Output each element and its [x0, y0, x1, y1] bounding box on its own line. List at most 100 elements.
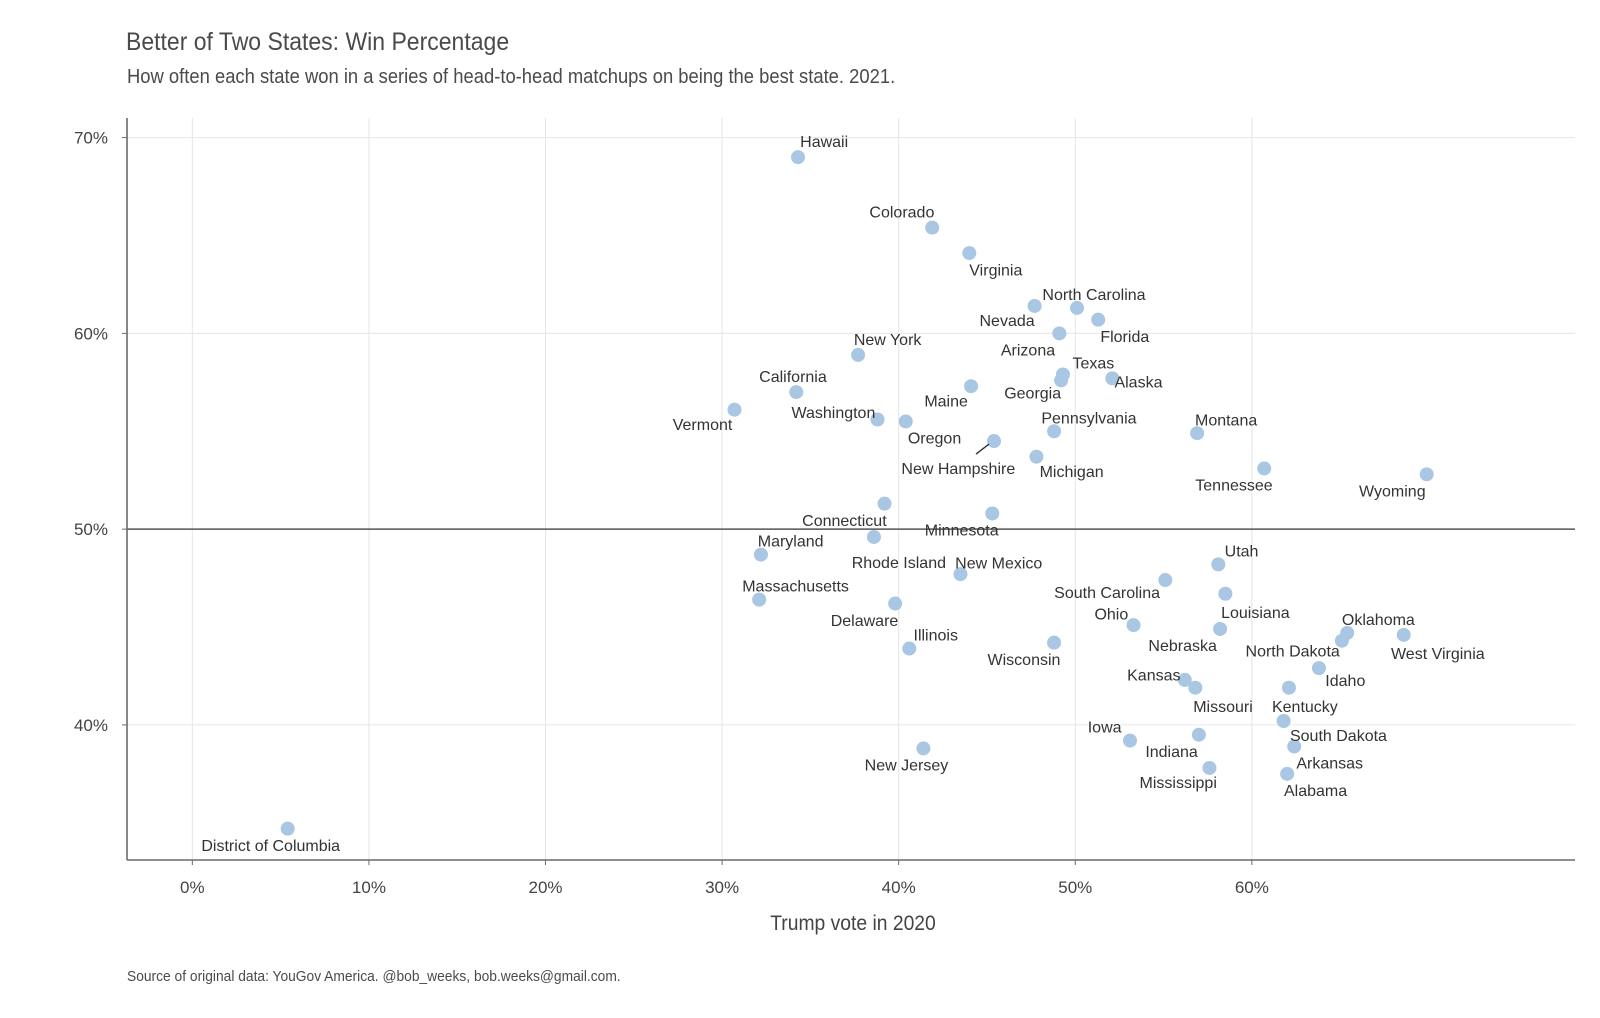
label-colorado: Colorado — [869, 205, 934, 222]
label-wyoming: Wyoming — [1359, 484, 1426, 501]
label-ohio: Ohio — [1094, 606, 1128, 623]
point-west-virginia — [1396, 627, 1411, 642]
label-rhode-island: Rhode Island — [852, 555, 946, 572]
point-missouri — [1188, 680, 1203, 695]
label-louisiana: Louisiana — [1221, 605, 1290, 622]
x-tick-label: 20% — [528, 878, 562, 897]
label-iowa: Iowa — [1088, 720, 1122, 737]
source-caption: Source of original data: YouGov America.… — [127, 968, 621, 985]
point-pennsylvania — [1047, 424, 1062, 439]
point-michigan — [1029, 449, 1044, 464]
x-axis-label: Trump vote in 2020 — [770, 912, 936, 935]
x-tick-label: 50% — [1058, 878, 1092, 897]
point-alaska — [1105, 371, 1120, 386]
label-south-dakota: South Dakota — [1290, 728, 1387, 745]
point-vermont — [727, 402, 742, 417]
y-tick-label: 50% — [74, 520, 108, 539]
leader-line-new-hampshire — [975, 443, 990, 455]
label-idaho: Idaho — [1325, 673, 1365, 690]
label-mississippi: Mississippi — [1140, 775, 1217, 792]
label-nebraska: Nebraska — [1148, 638, 1217, 655]
label-washington: Washington — [791, 405, 875, 422]
label-california: California — [759, 369, 827, 386]
point-wyoming — [1419, 467, 1434, 482]
point-maryland — [753, 547, 768, 562]
point-kentucky — [1281, 680, 1296, 695]
chart-title: Better of Two States: Win Percentage — [126, 28, 510, 56]
label-arizona: Arizona — [1001, 343, 1055, 360]
label-new-york: New York — [854, 332, 923, 349]
point-utah — [1211, 557, 1226, 572]
chart-subtitle: How often each state won in a series of … — [127, 66, 896, 88]
x-tick-label: 40% — [882, 878, 916, 897]
label-north-carolina: North Carolina — [1042, 287, 1145, 304]
label-florida: Florida — [1100, 329, 1149, 346]
label-new-jersey: New Jersey — [865, 758, 949, 775]
point-district-of-columbia — [280, 821, 295, 836]
point-south-carolina — [1158, 573, 1173, 588]
label-district-of-columbia: District of Columbia — [201, 838, 340, 855]
label-nevada: Nevada — [979, 313, 1034, 330]
label-pennsylvania: Pennsylvania — [1041, 410, 1136, 427]
point-maine — [964, 379, 979, 394]
label-oregon: Oregon — [908, 431, 961, 448]
label-illinois: Illinois — [914, 628, 958, 645]
point-new-york — [851, 347, 866, 362]
point-labels: Hawaii Colorado Virginia North Carolina Neva… — [201, 134, 1484, 855]
x-tick-label: 30% — [705, 878, 739, 897]
label-georgia: Georgia — [1004, 385, 1061, 402]
label-indiana: Indiana — [1145, 744, 1198, 761]
point-alabama — [1280, 766, 1295, 781]
point-iowa — [1123, 733, 1138, 748]
point-new-jersey — [916, 741, 931, 756]
point-wisconsin — [1047, 635, 1062, 650]
point-arizona — [1052, 326, 1067, 341]
label-utah: Utah — [1225, 543, 1259, 560]
x-tick-label: 0% — [180, 878, 205, 897]
label-kansas: Kansas — [1127, 668, 1180, 685]
y-tick-label: 40% — [74, 716, 108, 735]
label-delaware: Delaware — [831, 613, 899, 630]
point-louisiana — [1218, 586, 1233, 601]
label-minnesota: Minnesota — [925, 523, 999, 540]
label-hawaii: Hawaii — [800, 134, 848, 151]
label-kentucky: Kentucky — [1272, 699, 1338, 716]
point-south-dakota — [1276, 713, 1291, 728]
point-kansas — [1177, 672, 1192, 687]
x-tick-label: 60% — [1235, 878, 1269, 897]
point-oregon — [898, 414, 913, 429]
point-new-hampshire — [987, 434, 1002, 449]
label-oklahoma: Oklahoma — [1342, 612, 1415, 629]
y-tick-label: 60% — [74, 324, 108, 343]
label-maine: Maine — [924, 393, 968, 410]
label-michigan: Michigan — [1040, 464, 1104, 481]
label-west-virginia: West Virginia — [1391, 646, 1485, 663]
point-california — [789, 385, 804, 400]
label-wisconsin: Wisconsin — [988, 652, 1061, 669]
label-south-carolina: South Carolina — [1054, 585, 1160, 602]
label-missouri: Missouri — [1193, 699, 1253, 716]
point-washington — [870, 412, 885, 427]
grid-lines — [127, 118, 1575, 860]
point-ohio — [1126, 618, 1141, 633]
point-north-dakota — [1334, 633, 1349, 648]
point-florida — [1091, 312, 1106, 327]
point-arkansas — [1287, 739, 1302, 754]
point-north-carolina — [1070, 300, 1085, 315]
label-virginia: Virginia — [969, 262, 1022, 279]
y-tick-label: 70% — [74, 129, 108, 148]
point-montana — [1190, 426, 1205, 441]
point-massachusetts — [752, 592, 767, 607]
point-illinois — [902, 641, 917, 656]
point-mississippi — [1202, 760, 1217, 775]
point-tennessee — [1257, 461, 1272, 476]
label-maryland: Maryland — [758, 534, 824, 551]
point-virginia — [962, 246, 977, 261]
point-delaware — [888, 596, 903, 611]
x-tick-label: 10% — [352, 878, 386, 897]
label-alabama: Alabama — [1284, 783, 1347, 800]
label-arkansas: Arkansas — [1296, 756, 1363, 773]
label-tennessee: Tennessee — [1195, 478, 1272, 495]
label-texas: Texas — [1072, 356, 1114, 373]
